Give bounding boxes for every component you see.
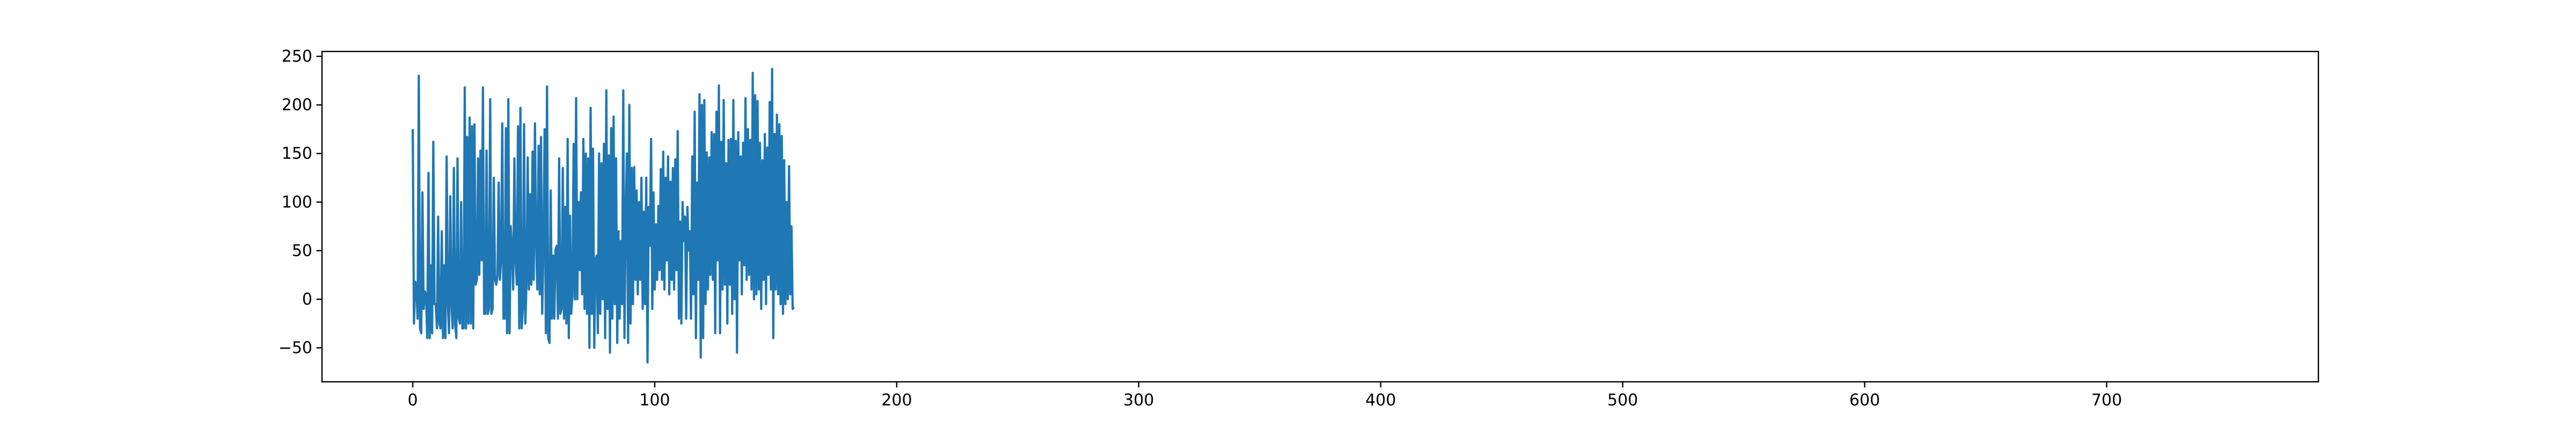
y-tick-label: 200 (282, 96, 312, 115)
x-tick-label: 300 (1123, 391, 1154, 410)
series-line (412, 68, 795, 364)
x-tick-label: 0 (408, 391, 418, 410)
y-tick-label: 50 (292, 241, 312, 260)
y-tick-label: 0 (302, 290, 312, 309)
x-tick-label: 100 (639, 391, 670, 410)
y-tick-label: 250 (282, 47, 312, 66)
y-tick-label: −50 (279, 339, 312, 358)
plot-frame (321, 50, 2319, 383)
x-tick-label: 200 (881, 391, 912, 410)
axis-ticks: 0 100 200 300 400 500 600 700 −50 0 50 100 150 200 250 (279, 47, 2122, 410)
x-tick-label: 500 (1607, 391, 1638, 410)
x-tick-label: 400 (1365, 391, 1396, 410)
x-tick-label: 600 (1849, 391, 1880, 410)
x-tick-label: 700 (2091, 391, 2122, 410)
y-tick-label: 100 (282, 193, 312, 212)
y-tick-label: 150 (282, 144, 312, 163)
